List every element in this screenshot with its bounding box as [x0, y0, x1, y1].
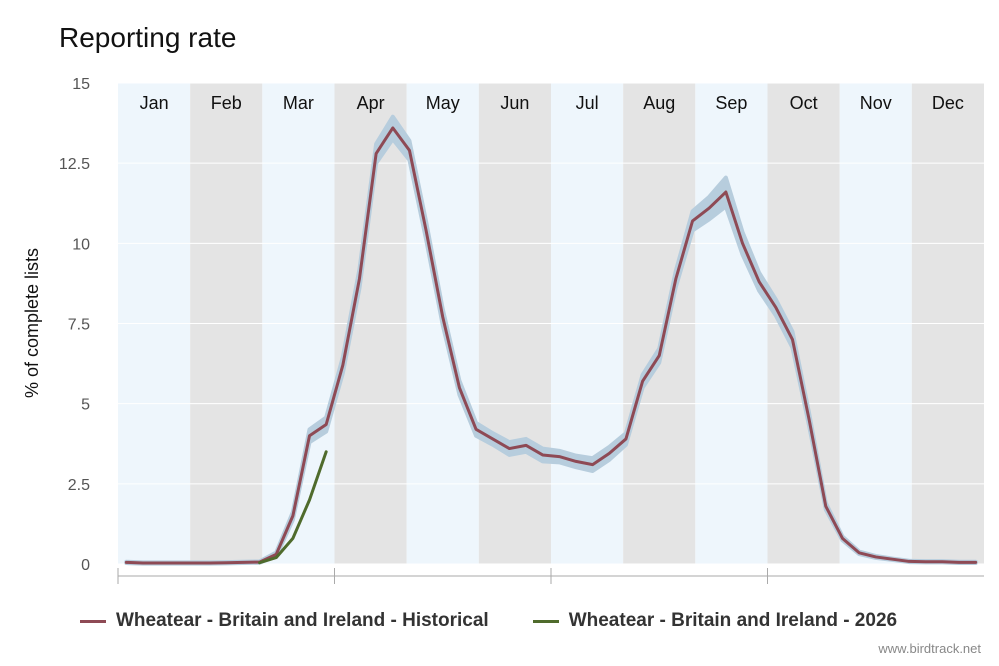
y-tick-label-1: 2.5 [68, 477, 90, 494]
legend-label-2026: Wheatear - Britain and Ireland - 2026 [568, 610, 898, 631]
y-axis-title: % of complete lists [22, 248, 42, 398]
month-label-mar: Mar [283, 93, 314, 113]
y-tick-label-4: 10 [72, 236, 90, 253]
y-tick-label-5: 12.5 [59, 156, 90, 173]
month-label-jan: Jan [140, 93, 169, 113]
gridlines [118, 82, 984, 565]
legend: Wheatear - Britain and Ireland - Histori… [80, 610, 897, 632]
month-labels: Jan Feb Mar Apr May Jun Jul Aug Sep Oct Nov Dec [140, 93, 964, 113]
month-label-jun: Jun [500, 93, 529, 113]
month-label-feb: Feb [211, 93, 242, 113]
month-label-may: May [426, 93, 460, 113]
month-label-jul: Jul [576, 93, 599, 113]
legend-label-historical: Wheatear - Britain and Ireland - Histori… [116, 610, 489, 631]
credit-text: www.birdtrack.net [878, 641, 981, 656]
series-lines [124, 114, 978, 566]
month-label-nov: Nov [860, 93, 892, 113]
legend-item-2026[interactable]: Wheatear - Britain and Ireland - 2026 [532, 610, 898, 632]
month-label-dec: Dec [932, 93, 964, 113]
month-label-aug: Aug [643, 93, 675, 113]
series-line-1 [258, 450, 328, 565]
y-tick-label-0: 0 [81, 557, 90, 574]
series-line-0 [124, 126, 978, 565]
y-tick-labels: 0 2.5 5 7.5 10 12.5 15 [59, 76, 90, 574]
legend-swatch-historical [80, 619, 106, 623]
month-label-oct: Oct [790, 93, 818, 113]
legend-item-historical[interactable]: Wheatear - Britain and Ireland - Histori… [80, 610, 489, 632]
page-title: Reporting rate [59, 22, 237, 53]
x-axis [117, 568, 984, 584]
legend-swatch-2026 [532, 619, 559, 623]
y-tick-label-6: 15 [72, 76, 90, 93]
month-label-sep: Sep [715, 93, 747, 113]
y-tick-label-3: 7.5 [68, 317, 90, 334]
y-tick-label-2: 5 [81, 397, 90, 414]
month-label-apr: Apr [357, 93, 385, 113]
